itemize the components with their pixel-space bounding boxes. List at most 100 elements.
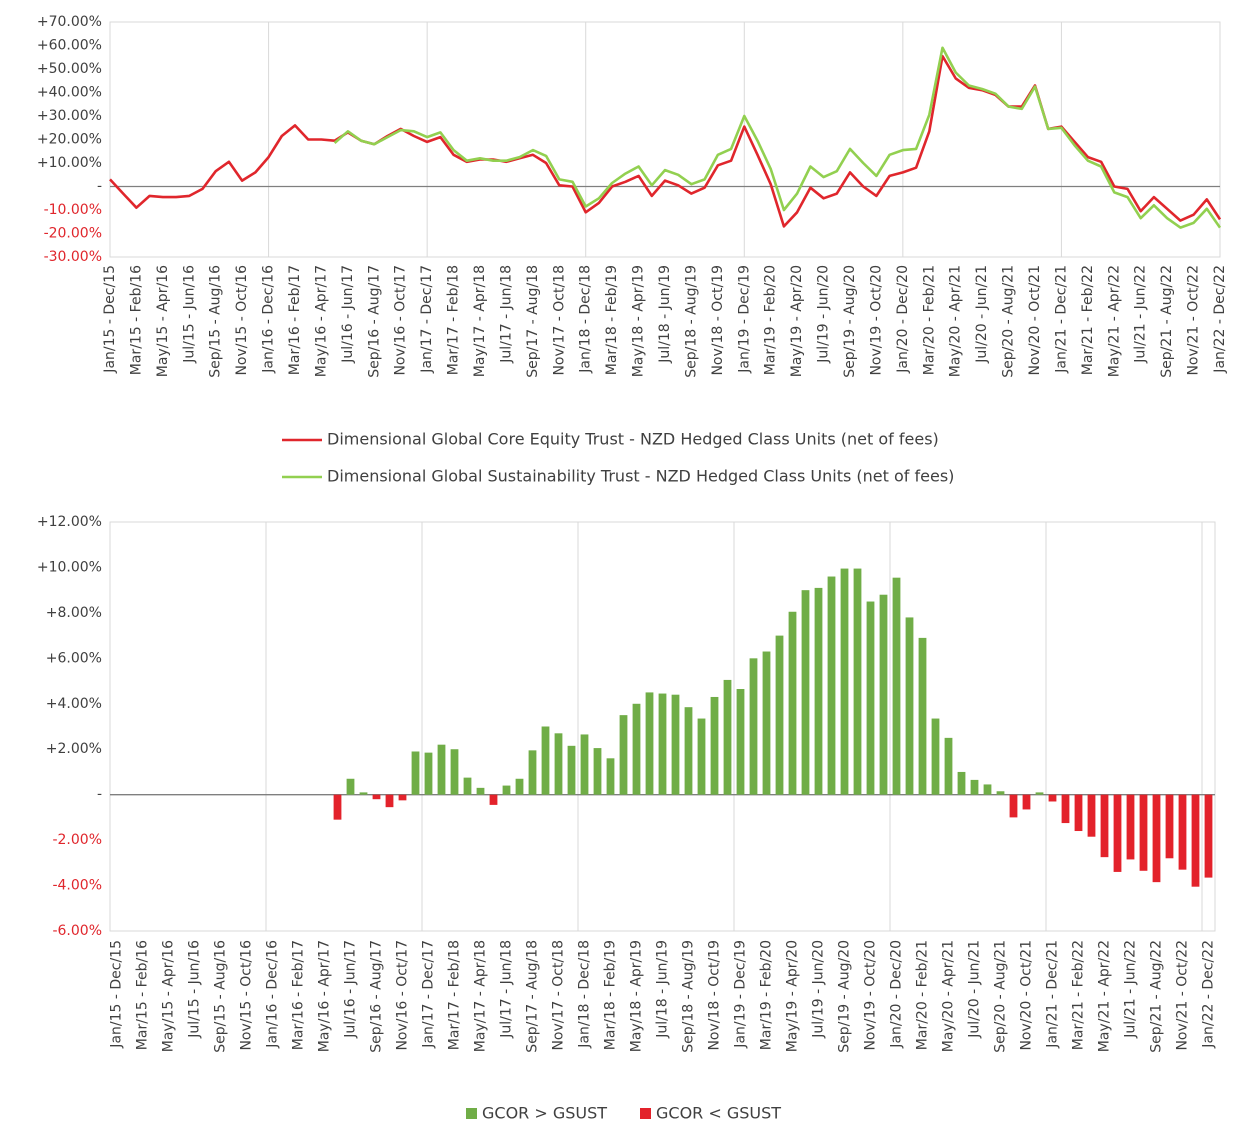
x-tick-label: Sep/15 - Aug/16 xyxy=(208,265,224,378)
x-tick-label: Mar/17 - Feb/18 xyxy=(446,265,462,375)
x-tick-label: Sep/21 - Aug/22 xyxy=(1159,265,1175,378)
x-tick-label: Nov/17 - Oct/18 xyxy=(551,940,567,1051)
x-tick-label: May/21 - Apr/22 xyxy=(1106,265,1122,377)
x-tick-label: Sep/16 - Aug/17 xyxy=(369,940,385,1053)
series-line xyxy=(333,46,1222,229)
x-tick-label: Nov/19 - Oct/20 xyxy=(868,265,884,376)
y-tick-label: +70.00% xyxy=(37,14,102,30)
bar xyxy=(385,794,394,808)
bar xyxy=(463,777,472,795)
x-tick-label: Jul/20 - Jun/21 xyxy=(967,940,983,1039)
bar xyxy=(827,576,836,795)
bar xyxy=(632,703,641,795)
bar xyxy=(879,594,888,795)
bar xyxy=(515,778,524,795)
x-tick-label: Sep/19 - Aug/20 xyxy=(837,940,853,1053)
bar xyxy=(1126,794,1135,860)
x-tick-label: Jan/19 - Dec/19 xyxy=(736,265,752,374)
x-tick-label: May/19 - Apr/20 xyxy=(785,940,801,1052)
legend-label: GCOR > GSUST xyxy=(482,1104,607,1123)
y-tick-label: +12.00% xyxy=(37,514,102,530)
bar xyxy=(697,718,706,795)
x-tick-label: Sep/21 - Aug/22 xyxy=(1149,940,1165,1053)
bar xyxy=(814,587,823,795)
x-tick-label: Mar/15 - Feb/16 xyxy=(135,940,151,1050)
bar xyxy=(1100,794,1109,858)
x-tick-label: Nov/20 - Oct/21 xyxy=(1019,940,1035,1051)
y-tick-label: +4.00% xyxy=(46,696,102,712)
x-tick-label: May/15 - Apr/16 xyxy=(161,940,177,1052)
x-tick-label: Sep/17 - Aug/18 xyxy=(525,940,541,1053)
x-tick-label: Jan/16 - Dec/16 xyxy=(261,265,277,374)
y-tick-label: -4.00% xyxy=(52,878,102,894)
series-line xyxy=(109,54,1222,228)
bar xyxy=(554,733,563,795)
bar xyxy=(762,651,771,795)
bar xyxy=(1178,794,1187,870)
x-tick-label: Nov/20 - Oct/21 xyxy=(1027,265,1043,376)
x-tick-label: Mar/21 - Feb/22 xyxy=(1071,940,1087,1050)
bar xyxy=(710,696,719,795)
x-tick-label: Nov/18 - Oct/19 xyxy=(710,265,726,376)
bar xyxy=(333,794,342,820)
plot-frame xyxy=(109,521,1216,932)
y-tick-label: +6.00% xyxy=(46,650,102,666)
bar xyxy=(398,794,407,801)
x-tick-label: Jan/21 - Dec/21 xyxy=(1045,940,1061,1049)
x-tick-label: Jul/15 - Jun/16 xyxy=(187,940,203,1039)
x-tick-label: Jan/22 - Dec/22 xyxy=(1201,940,1217,1049)
bar xyxy=(866,601,875,795)
legend-label: GCOR < GSUST xyxy=(656,1104,781,1123)
bar xyxy=(1113,794,1122,872)
x-tick-label: May/20 - Apr/21 xyxy=(948,265,964,377)
y-tick-label: -6.00% xyxy=(52,923,102,939)
bar xyxy=(476,787,485,795)
y-tick-label: -10.00% xyxy=(44,202,102,218)
bar xyxy=(983,784,992,795)
bar xyxy=(1204,794,1213,878)
bar xyxy=(1035,792,1044,795)
x-tick-label: Mar/19 - Feb/20 xyxy=(759,940,775,1050)
x-tick-label: Nov/16 - Oct/17 xyxy=(395,940,411,1051)
x-tick-label: Sep/17 - Aug/18 xyxy=(525,265,541,378)
bar xyxy=(1152,794,1161,883)
x-tick-label: Jul/18 - Jun/19 xyxy=(657,265,673,364)
bar xyxy=(567,745,576,795)
x-tick-label: Mar/20 - Feb/21 xyxy=(921,265,937,375)
bar xyxy=(437,744,446,795)
bar xyxy=(723,679,732,795)
x-tick-label: Jul/17 - Jun/18 xyxy=(498,265,514,364)
x-tick-label: Jan/16 - Dec/16 xyxy=(265,940,281,1049)
bar xyxy=(1009,794,1018,818)
x-tick-label: Sep/18 - Aug/19 xyxy=(683,265,699,378)
y-tick-label: - xyxy=(97,787,102,803)
bar xyxy=(788,611,797,795)
x-tick-label: May/17 - Apr/18 xyxy=(473,940,489,1052)
legend-label: Dimensional Global Core Equity Trust - N… xyxy=(327,430,939,449)
bar xyxy=(645,692,654,795)
x-tick-label: Nov/15 - Oct/16 xyxy=(239,940,255,1051)
y-tick-label: +60.00% xyxy=(37,38,102,54)
bar xyxy=(905,617,914,795)
x-tick-label: Jan/18 - Dec/18 xyxy=(577,940,593,1049)
bar xyxy=(450,749,459,795)
x-tick-label: Nov/15 - Oct/16 xyxy=(234,265,250,376)
x-tick-label: Nov/21 - Oct/22 xyxy=(1175,940,1191,1051)
x-tick-label: May/21 - Apr/22 xyxy=(1097,940,1113,1052)
bar xyxy=(775,635,784,795)
x-tick-label: Jul/16 - Jun/17 xyxy=(343,940,359,1039)
x-tick-label: May/20 - Apr/21 xyxy=(941,940,957,1052)
bar xyxy=(372,794,381,800)
x-tick-label: Jan/19 - Dec/19 xyxy=(733,940,749,1049)
y-tick-label: +50.00% xyxy=(37,61,102,77)
x-tick-label: Nov/21 - Oct/22 xyxy=(1186,265,1202,376)
bar xyxy=(619,715,628,795)
x-tick-label: Sep/15 - Aug/16 xyxy=(213,940,229,1053)
bar xyxy=(1139,794,1148,871)
bar xyxy=(1191,794,1200,887)
legend-label: Dimensional Global Sustainability Trust … xyxy=(327,467,954,486)
bar xyxy=(931,718,940,795)
x-tick-label: Nov/16 - Oct/17 xyxy=(393,265,409,376)
x-tick-label: Jan/15 - Dec/15 xyxy=(102,265,118,374)
